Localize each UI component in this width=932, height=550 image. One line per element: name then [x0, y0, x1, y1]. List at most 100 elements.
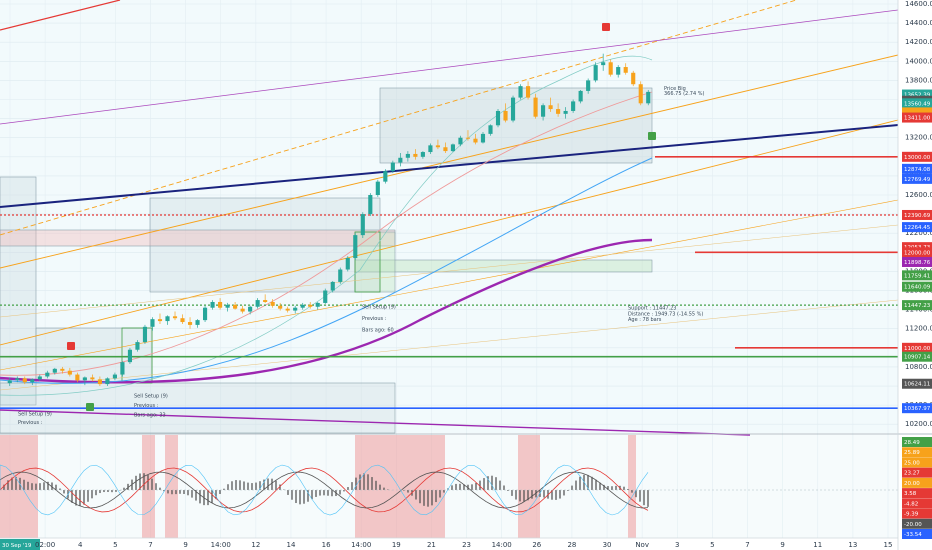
- annotation-text: Bars ago: 33: [134, 413, 166, 419]
- candle-body: [142, 326, 148, 343]
- price-badge[interactable]: 12000.00: [902, 247, 932, 258]
- annotation-text: Previous :: [134, 403, 159, 409]
- price-badge[interactable]: 11759.41: [902, 270, 932, 281]
- price-badge-label: 10367.97: [904, 406, 931, 412]
- time-tick-label: 30: [603, 541, 612, 549]
- price-badge-label: 12390.69: [904, 213, 931, 219]
- indicator: [0, 435, 898, 538]
- indicator-badge[interactable]: 20.00: [902, 477, 932, 488]
- annotation-text: Previous :: [18, 420, 43, 426]
- price-badge[interactable]: 12769.49: [902, 173, 932, 184]
- indicator-badge[interactable]: 25.00: [902, 457, 932, 468]
- zone-box: [354, 231, 396, 293]
- candle-body: [45, 372, 50, 377]
- time-tick-label: 4: [78, 541, 83, 549]
- candle-body: [127, 349, 133, 363]
- indicator-badge[interactable]: 25.89: [902, 447, 932, 458]
- candle-body: [22, 378, 27, 383]
- price-badge[interactable]: 12874.08: [902, 163, 932, 174]
- candle-body: [578, 90, 583, 102]
- candle-body: [533, 97, 538, 117]
- time-tick-label: 23: [462, 541, 471, 549]
- price-badge[interactable]: 10624.11: [902, 378, 932, 389]
- candle-body: [75, 374, 80, 381]
- indicator-tick-label: 28.49: [904, 440, 920, 446]
- price-badge[interactable]: 11447.23: [902, 300, 932, 311]
- trend-line: [0, 0, 798, 236]
- price-badge[interactable]: 11000.00: [902, 342, 932, 353]
- buy-flag-icon[interactable]: [648, 132, 656, 140]
- price-badge[interactable]: 11898.76: [902, 256, 932, 267]
- annotation-text: Distance : 1949.73 (-14.55 %): [628, 311, 703, 317]
- trend-line: [0, 409, 751, 436]
- candle-body: [428, 145, 433, 153]
- price-tick-label: 14000.00: [905, 57, 932, 65]
- annotation-text: Price Big: [664, 86, 686, 92]
- candle-body: [623, 67, 628, 73]
- time-tick-label: 7: [148, 541, 152, 549]
- indicator-badge[interactable]: 23.27: [902, 467, 932, 478]
- highlight-band: [165, 435, 178, 538]
- time-tick-label: 28: [567, 541, 576, 549]
- candle-body: [263, 300, 268, 302]
- candle-body: [105, 378, 110, 385]
- candle-body: [82, 377, 87, 381]
- price-badge[interactable]: 10907.14: [902, 351, 932, 362]
- candle-body: [210, 301, 215, 308]
- price-badge-label: 13000.00: [904, 155, 931, 161]
- price-tick-label: 14200.00: [905, 38, 932, 46]
- indicator-badge[interactable]: -33.54: [902, 529, 932, 539]
- buy-flag-icon[interactable]: [86, 403, 94, 411]
- price-badge-label: 12874.08: [904, 167, 931, 173]
- candle-body: [345, 258, 350, 270]
- time-scale[interactable]: [0, 538, 898, 550]
- indicator-badge[interactable]: -9.39: [902, 508, 932, 519]
- candles: [7, 53, 651, 387]
- time-cursor-badge: 30 Sep '19: [0, 539, 40, 550]
- price-badge[interactable]: 13000.00: [902, 151, 932, 162]
- price-badge-label: 12000.00: [904, 250, 931, 256]
- time-tick-label: 14: [286, 541, 295, 549]
- candle-body: [390, 162, 395, 172]
- trend-line: [0, 199, 899, 371]
- price-badge[interactable]: 13411.00: [902, 112, 932, 123]
- annotation-text: Support : 11447.23: [628, 306, 677, 312]
- indicator-badge[interactable]: 28.49: [902, 437, 932, 447]
- candle-body: [458, 137, 463, 145]
- candle-body: [300, 304, 305, 308]
- candle-body: [165, 316, 170, 322]
- candle-body: [450, 144, 456, 152]
- indicator-badge[interactable]: -4.82: [902, 498, 932, 509]
- price-badge[interactable]: 11640.09: [902, 281, 932, 292]
- candle-body: [67, 370, 72, 375]
- indicator-badge[interactable]: 3.58: [902, 488, 932, 499]
- candle-body: [353, 235, 358, 259]
- price-badge[interactable]: 12264.45: [902, 222, 932, 233]
- highlight-band: [518, 435, 540, 538]
- candle-body: [97, 379, 102, 385]
- candle-body: [37, 376, 42, 380]
- candle-body: [488, 125, 493, 134]
- moving-average: [0, 91, 653, 376]
- candle-body: [563, 110, 568, 114]
- indicator-badge[interactable]: -20.00: [902, 518, 932, 529]
- time-tick-label: 3: [675, 541, 679, 549]
- price-tick-label: 10800.00: [905, 363, 932, 371]
- candle-body: [465, 137, 471, 139]
- sell-flag-icon[interactable]: [602, 23, 610, 31]
- candle-body: [338, 269, 343, 282]
- candle-body: [278, 305, 283, 309]
- price-badge[interactable]: 13560.49: [902, 98, 932, 109]
- price-badge[interactable]: 13652.39: [902, 89, 932, 100]
- price-badge[interactable]: 12390.69: [902, 209, 932, 220]
- price-badge[interactable]: 10367.97: [902, 403, 932, 414]
- trend-line: [0, 299, 899, 391]
- candle-body: [480, 133, 486, 143]
- sell-flag-icon[interactable]: [67, 342, 75, 350]
- candle-body: [601, 62, 606, 66]
- candle-body: [435, 145, 440, 148]
- candle-body: [30, 379, 35, 383]
- price-tick-label: 14400.00: [905, 19, 932, 27]
